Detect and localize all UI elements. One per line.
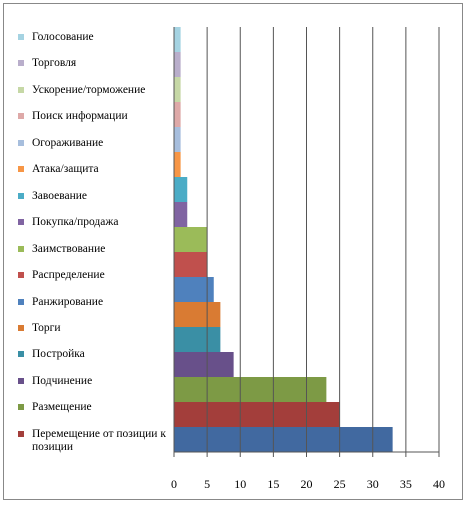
legend-entry: Торги <box>18 322 168 335</box>
legend-marker <box>18 245 24 252</box>
legend-marker <box>18 86 24 93</box>
legend-label: Перемещение от позиции к позиции <box>32 427 166 453</box>
x-tick-label: 0 <box>171 477 177 491</box>
legend-entry: Заимствование <box>18 243 168 256</box>
legend-marker <box>18 430 24 437</box>
legend-marker <box>18 272 24 279</box>
bar <box>174 402 340 427</box>
bar <box>174 127 181 152</box>
legend-marker <box>18 351 24 358</box>
legend-label: Подчинение <box>32 374 93 387</box>
bar <box>174 327 221 352</box>
x-tick-label: 35 <box>400 477 412 491</box>
legend-entry: Покупка/продажа <box>18 216 168 229</box>
bar <box>174 227 208 252</box>
legend-marker <box>18 404 24 411</box>
legend-label: Ранжирование <box>32 295 104 308</box>
x-tick-label: 30 <box>367 477 379 491</box>
x-tick-label: 25 <box>334 477 346 491</box>
legend-label: Атака/защита <box>32 163 99 176</box>
legend-marker <box>18 219 24 226</box>
bar <box>174 152 181 177</box>
bar <box>174 27 181 52</box>
legend-marker <box>18 324 24 331</box>
x-tick-label: 15 <box>267 477 279 491</box>
bar <box>174 77 181 102</box>
legend-marker <box>18 298 24 305</box>
legend-entry: Ранжирование <box>18 296 168 309</box>
legend-entry: Голосование <box>18 31 168 44</box>
bar <box>174 52 181 77</box>
legend-entry: Перемещение от позиции к позиции <box>18 428 168 454</box>
bar <box>174 252 208 277</box>
legend-entry: Подчинение <box>18 375 168 388</box>
legend-marker <box>18 113 24 120</box>
bar <box>174 352 234 377</box>
legend-entry: Размещение <box>18 401 168 414</box>
bar <box>174 202 188 227</box>
bar <box>174 377 327 402</box>
legend-label: Поиск информации <box>32 110 128 123</box>
legend-label: Торги <box>32 321 61 334</box>
legend-entry: Огораживание <box>18 137 168 150</box>
legend-entry: Атака/защита <box>18 163 168 176</box>
legend-marker <box>18 60 24 67</box>
x-tick-label: 10 <box>234 477 246 491</box>
legend-marker <box>18 139 24 146</box>
legend-label: Торговля <box>32 57 77 70</box>
x-tick-label: 40 <box>433 477 445 491</box>
bar <box>174 302 221 327</box>
bar <box>174 102 181 127</box>
legend-label: Ускорение/торможение <box>32 83 146 96</box>
legend-label: Покупка/продажа <box>32 216 119 229</box>
legend-marker <box>18 166 24 173</box>
legend-label: Огораживание <box>32 136 104 149</box>
legend-marker <box>18 192 24 199</box>
legend-entry: Торговля <box>18 57 168 70</box>
legend-entry: Распределение <box>18 269 168 282</box>
legend-label: Размещение <box>32 401 92 414</box>
legend-label: Постройка <box>32 348 85 361</box>
legend-label: Голосование <box>32 31 94 43</box>
legend-marker <box>18 34 24 40</box>
legend-label: Распределение <box>32 269 105 282</box>
legend-entry: Завоевание <box>18 190 168 203</box>
legend-entry: Ускорение/торможение <box>18 84 168 97</box>
x-tick-label: 20 <box>301 477 313 491</box>
bar <box>174 277 214 302</box>
legend-label: Завоевание <box>32 189 88 202</box>
legend-marker <box>18 377 24 384</box>
x-tick-label: 5 <box>204 477 210 491</box>
bar <box>174 427 393 452</box>
bar <box>174 177 188 202</box>
legend-entry: Поиск информации <box>18 110 168 123</box>
legend-entry: Постройка <box>18 348 168 361</box>
legend-label: Заимствование <box>32 242 106 255</box>
